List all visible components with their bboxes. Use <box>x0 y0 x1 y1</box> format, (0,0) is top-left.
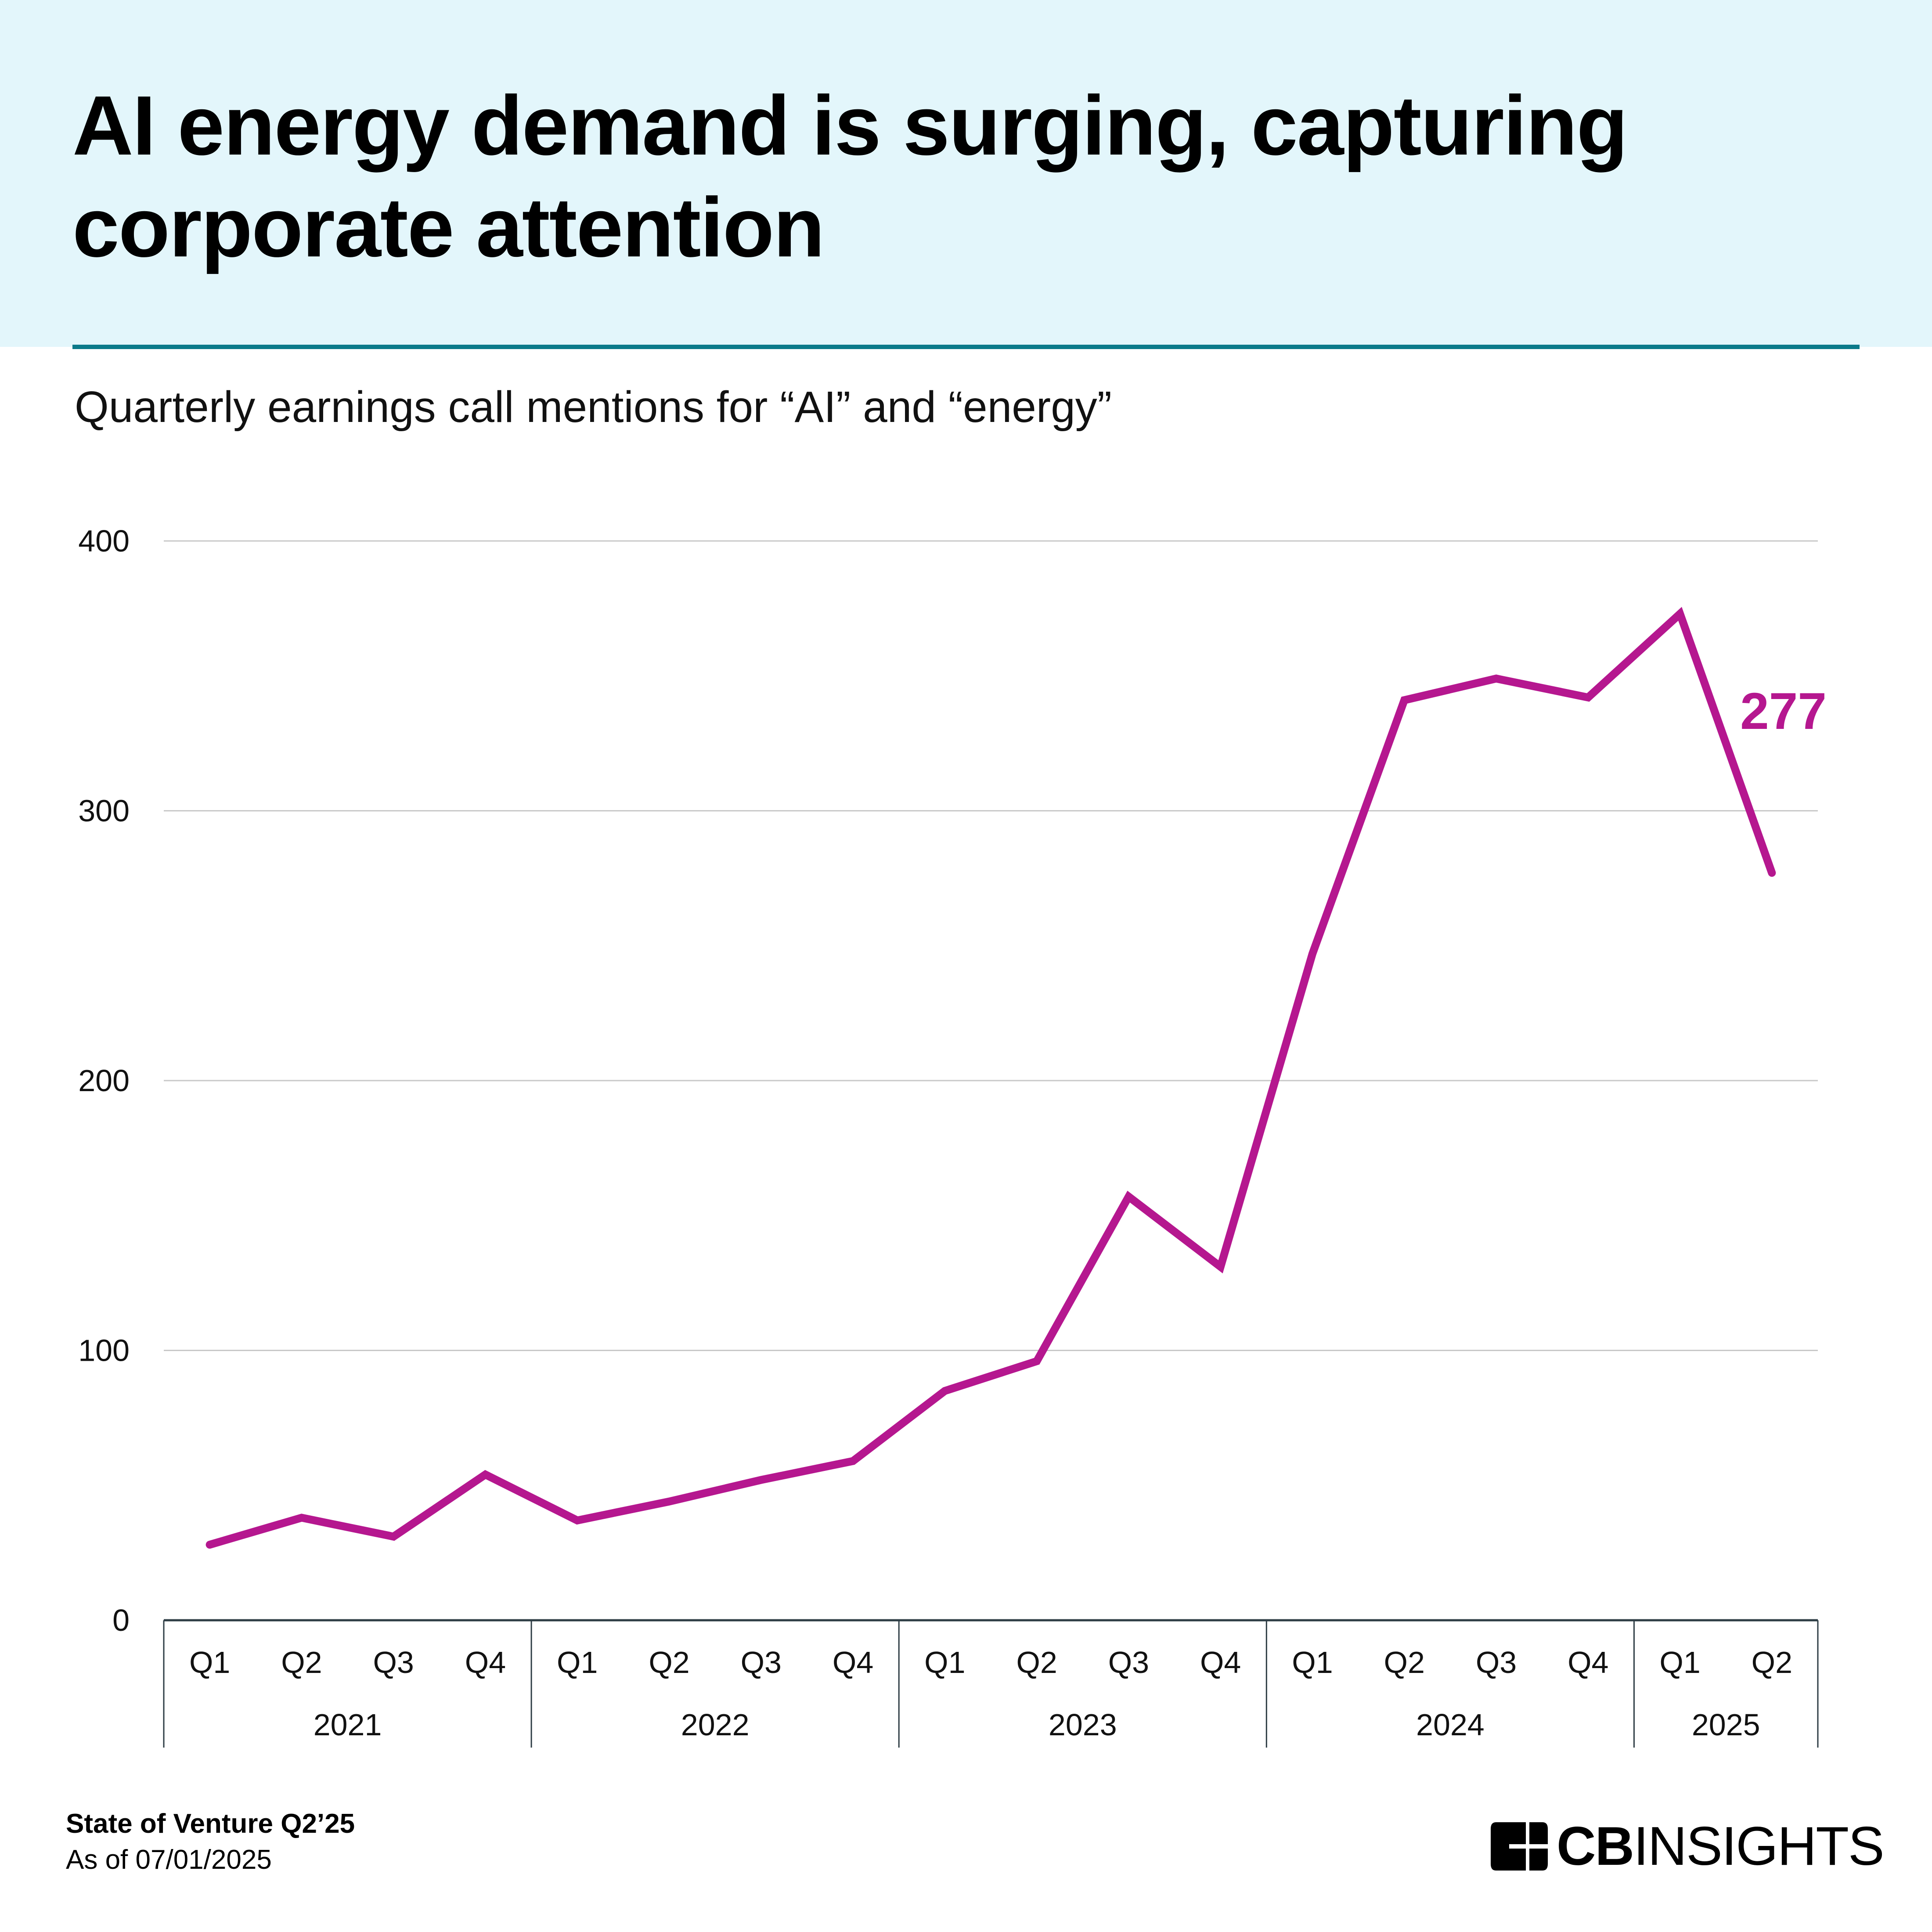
x-tick-label: Q1 <box>1292 1645 1333 1680</box>
x-tick-label: Q3 <box>741 1645 782 1680</box>
chart-subtitle: Quarterly earnings call mentions for “AI… <box>75 382 1112 432</box>
x-tick-label: Q4 <box>833 1645 873 1680</box>
x-tick-label: Q3 <box>1476 1645 1517 1680</box>
logo-wordmark: CBINSIGHTS <box>1557 1819 1885 1874</box>
y-tick-label: 100 <box>78 1334 130 1368</box>
x-tick-label: Q2 <box>1016 1645 1057 1680</box>
header-divider <box>72 345 1860 349</box>
cb-insights-logo: CBINSIGHTS <box>1491 1819 1885 1874</box>
x-tick-label: Q1 <box>924 1645 965 1680</box>
logo-insights: INSIGHTS <box>1633 1816 1885 1877</box>
header-banner <box>0 0 1932 347</box>
report-name: State of Venture Q2’25 <box>66 1809 355 1839</box>
y-tick-label: 200 <box>78 1063 130 1098</box>
x-tick-label: Q4 <box>465 1645 506 1680</box>
y-tick-label: 0 <box>112 1603 130 1637</box>
x-tick-label: Q3 <box>373 1645 414 1680</box>
x-tick-label: Q2 <box>1752 1645 1792 1680</box>
logo-cb: CB <box>1557 1816 1634 1877</box>
year-label: 2021 <box>314 1708 382 1742</box>
series-line <box>205 607 1776 1549</box>
y-tick-label: 400 <box>78 524 130 558</box>
x-tick-label: Q2 <box>281 1645 322 1680</box>
page-title: AI energy demand is surging, capturing c… <box>72 78 1628 274</box>
year-label: 2024 <box>1416 1708 1485 1742</box>
year-label: 2023 <box>1049 1708 1117 1742</box>
x-tick-label: Q1 <box>189 1645 230 1680</box>
y-tick-label: 300 <box>78 794 130 828</box>
x-tick-label: Q1 <box>557 1645 598 1680</box>
cb-insights-logo-icon <box>1491 1822 1548 1871</box>
as-of-date: As of 07/01/2025 <box>66 1845 272 1875</box>
x-tick-label: Q2 <box>649 1645 689 1680</box>
x-tick-label: Q1 <box>1659 1645 1700 1680</box>
x-tick-label: Q4 <box>1568 1645 1608 1680</box>
data-label: 277 <box>1740 682 1827 740</box>
x-tick-label: Q4 <box>1200 1645 1241 1680</box>
x-tick-label: Q2 <box>1384 1645 1425 1680</box>
year-label: 2025 <box>1692 1708 1760 1742</box>
x-tick-label: Q3 <box>1108 1645 1149 1680</box>
year-label: 2022 <box>681 1708 750 1742</box>
